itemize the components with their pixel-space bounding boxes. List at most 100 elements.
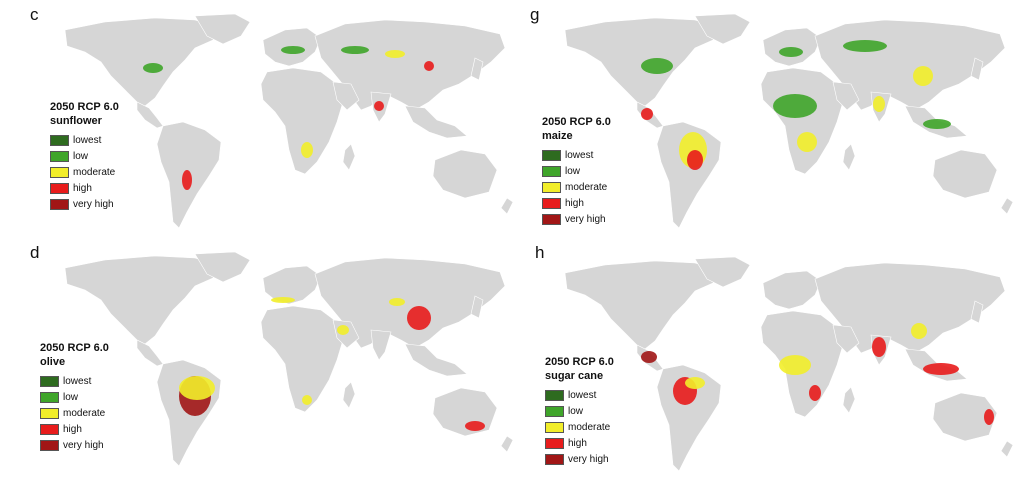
legend-item: moderate: [40, 405, 109, 421]
se-asia-land: [404, 105, 468, 139]
suitability-patch: [641, 351, 657, 363]
suitability-patch: [913, 66, 933, 86]
japan-land: [970, 300, 984, 324]
suitability-patch: [797, 132, 817, 152]
new-zealand-land: [1000, 197, 1014, 215]
suitability-patch: [182, 170, 192, 190]
suitability-patch: [271, 297, 295, 303]
suitability-patch: [641, 58, 673, 74]
world-map: [564, 13, 1014, 229]
legend-swatch: [542, 165, 561, 177]
legend-item: low: [50, 148, 119, 164]
legend-item: lowest: [40, 373, 109, 389]
legend-swatch: [545, 389, 564, 401]
legend-swatch: [50, 198, 69, 210]
north-america-land: [564, 17, 721, 107]
legend-item: low: [40, 389, 109, 405]
legend-label: lowest: [565, 149, 594, 161]
legend: 2050 RCP 6.0 sugar cane lowest low moderat…: [545, 355, 614, 467]
suitability-patch: [385, 50, 405, 58]
panel-letter: h: [535, 243, 545, 262]
legend-crop: sugar cane: [545, 370, 604, 382]
legend-swatch: [40, 423, 59, 435]
legend-item: very high: [40, 437, 109, 453]
legend-item: low: [545, 403, 614, 419]
madagascar-land: [842, 386, 856, 414]
legend-label: very high: [565, 213, 606, 225]
legend-label: high: [73, 182, 92, 194]
legend-swatch: [542, 197, 561, 209]
world-map: [564, 256, 1014, 472]
legend: 2050 RCP 6.0 sunflower lowest low moderate…: [50, 100, 119, 212]
suitability-patch: [407, 306, 431, 330]
europe-land: [762, 27, 822, 67]
legend-swatch: [40, 375, 59, 387]
greenland-land: [694, 256, 751, 288]
map-panel-c: c 2050 RCP 6.0 sunflower lowest low modera…: [30, 5, 530, 235]
suitability-patch: [179, 376, 215, 400]
arabia-land: [332, 81, 360, 111]
legend-swatch: [545, 405, 564, 417]
suitability-patch: [779, 355, 811, 375]
legend-swatch: [50, 134, 69, 146]
legend-swatch: [545, 437, 564, 449]
suitability-patch: [685, 377, 705, 389]
legend-swatch: [40, 391, 59, 403]
legend-swatch: [50, 150, 69, 162]
legend: 2050 RCP 6.0 olive lowest low moderate high…: [40, 341, 109, 453]
world-map: [64, 251, 514, 467]
central-america-land: [136, 339, 164, 367]
legend-swatch: [545, 421, 564, 433]
suitability-patch: [389, 298, 405, 306]
suitability-patch: [465, 421, 485, 431]
greenland-land: [194, 13, 251, 45]
legend-item: lowest: [50, 132, 119, 148]
suitability-patch: [923, 363, 959, 375]
suitability-patch: [911, 323, 927, 339]
suitability-patch: [301, 142, 313, 158]
panel-letter: d: [30, 243, 40, 262]
arabia-land: [832, 81, 860, 111]
suitability-patch: [872, 337, 886, 357]
madagascar-land: [842, 143, 856, 171]
map-panel-d: d 2050 RCP 6.0 olive lowest low moderate hi…: [30, 243, 530, 473]
europe-land: [762, 270, 822, 310]
legend-label: high: [568, 437, 587, 449]
legend-item: very high: [545, 451, 614, 467]
world-map: [64, 13, 514, 229]
north-america-land: [564, 260, 721, 350]
legend-item: high: [40, 421, 109, 437]
legend-swatch: [542, 213, 561, 225]
legend-scenario: 2050 RCP 6.0: [545, 356, 614, 368]
suitability-patch: [923, 119, 951, 129]
suitability-patch: [337, 325, 349, 335]
madagascar-land: [342, 143, 356, 171]
new-zealand-land: [1000, 440, 1014, 458]
legend-item: high: [50, 180, 119, 196]
legend-label: moderate: [565, 181, 608, 193]
legend-crop: olive: [40, 356, 66, 368]
se-asia-land: [404, 343, 468, 377]
australia-land: [932, 392, 998, 442]
legend-item: moderate: [545, 419, 614, 435]
legend-label: low: [565, 165, 581, 177]
suitability-patch: [424, 61, 434, 71]
legend-item: low: [542, 163, 611, 179]
greenland-land: [694, 13, 751, 45]
legend-label: high: [63, 423, 82, 435]
legend-item: moderate: [50, 164, 119, 180]
legend-label: low: [63, 391, 79, 403]
legend-scenario: 2050 RCP 6.0: [542, 116, 611, 128]
africa-land: [260, 305, 344, 413]
map-panel-g: g 2050 RCP 6.0 maize lowest low moderate hi…: [530, 5, 1030, 235]
legend-item: high: [542, 195, 611, 211]
legend-item: very high: [542, 211, 611, 227]
legend-label: lowest: [73, 134, 102, 146]
legend-crop: sunflower: [50, 115, 102, 127]
legend-label: very high: [63, 439, 104, 451]
suitability-patch: [341, 46, 369, 54]
south-america-land: [656, 364, 722, 472]
japan-land: [970, 57, 984, 81]
legend-label: moderate: [73, 166, 116, 178]
india-land: [370, 329, 392, 361]
